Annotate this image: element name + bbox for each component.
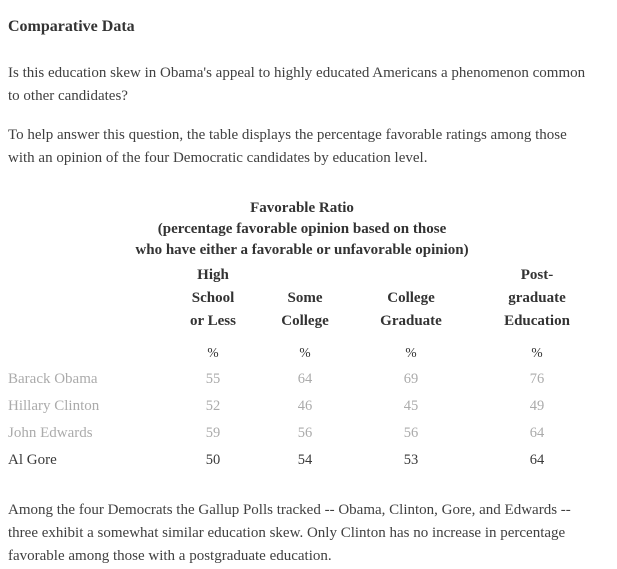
cell-value: 54	[297, 452, 313, 468]
table-row-hillary-clinton: Hillary Clinton 52 46 45 49	[8, 387, 596, 414]
cell-value: 56	[297, 425, 313, 441]
intro-paragraph: Is this education skew in Obama's appeal…	[8, 65, 586, 104]
percent-sign: %	[299, 345, 311, 360]
empty-unit-cell	[8, 333, 160, 360]
table-heading: Favorable Ratio (percentage favorable op…	[8, 198, 596, 261]
candidate-name: John Edwards	[8, 425, 93, 441]
cell-value: 53	[403, 452, 419, 468]
column-header-college-graduate: College Graduate	[380, 290, 442, 329]
cell-value: 49	[529, 398, 545, 414]
cell-value: 76	[529, 371, 545, 387]
cell-value: 50	[205, 452, 221, 468]
cell-value: 45	[403, 398, 419, 414]
percent-sign: %	[207, 345, 219, 360]
column-header-high-school: High School or Less	[190, 267, 236, 329]
unit-row: % % % %	[8, 333, 596, 360]
cell-value: 64	[529, 425, 545, 441]
cell-value: 55	[205, 371, 221, 387]
column-header-row: High School or Less Some College College…	[8, 264, 596, 333]
favorable-ratio-section: Favorable Ratio (percentage favorable op…	[8, 198, 609, 468]
candidate-name: Al Gore	[8, 452, 57, 468]
closing-paragraph: Among the four Democrats the Gallup Poll…	[8, 502, 571, 564]
cell-value: 69	[403, 371, 419, 387]
table-row-barack-obama: Barack Obama 55 64 69 76	[8, 360, 596, 387]
candidate-name: Hillary Clinton	[8, 398, 100, 414]
cell-value: 59	[205, 425, 221, 441]
candidate-name: Barack Obama	[8, 371, 98, 387]
table-row-john-edwards: John Edwards 59 56 56 64	[8, 414, 596, 441]
column-header-postgraduate: Post- graduate Education	[504, 267, 570, 329]
cell-value: 52	[205, 398, 221, 414]
cell-value: 64	[529, 452, 545, 468]
table-subtitle: (percentage favorable opinion based on t…	[135, 221, 469, 258]
favorable-ratio-table: High School or Less Some College College…	[8, 264, 596, 468]
percent-sign: %	[531, 345, 543, 360]
table-row-al-gore: Al Gore 50 54 53 64	[8, 441, 596, 468]
page-title: Comparative Data	[8, 18, 135, 35]
table-intro-paragraph: To help answer this question, the table …	[8, 127, 567, 166]
empty-header-cell	[8, 264, 160, 333]
cell-value: 64	[297, 371, 313, 387]
percent-sign: %	[405, 345, 417, 360]
cell-value: 46	[297, 398, 313, 414]
table-title: Favorable Ratio	[250, 200, 354, 216]
cell-value: 56	[403, 425, 419, 441]
column-header-some-college: Some College	[281, 290, 329, 329]
